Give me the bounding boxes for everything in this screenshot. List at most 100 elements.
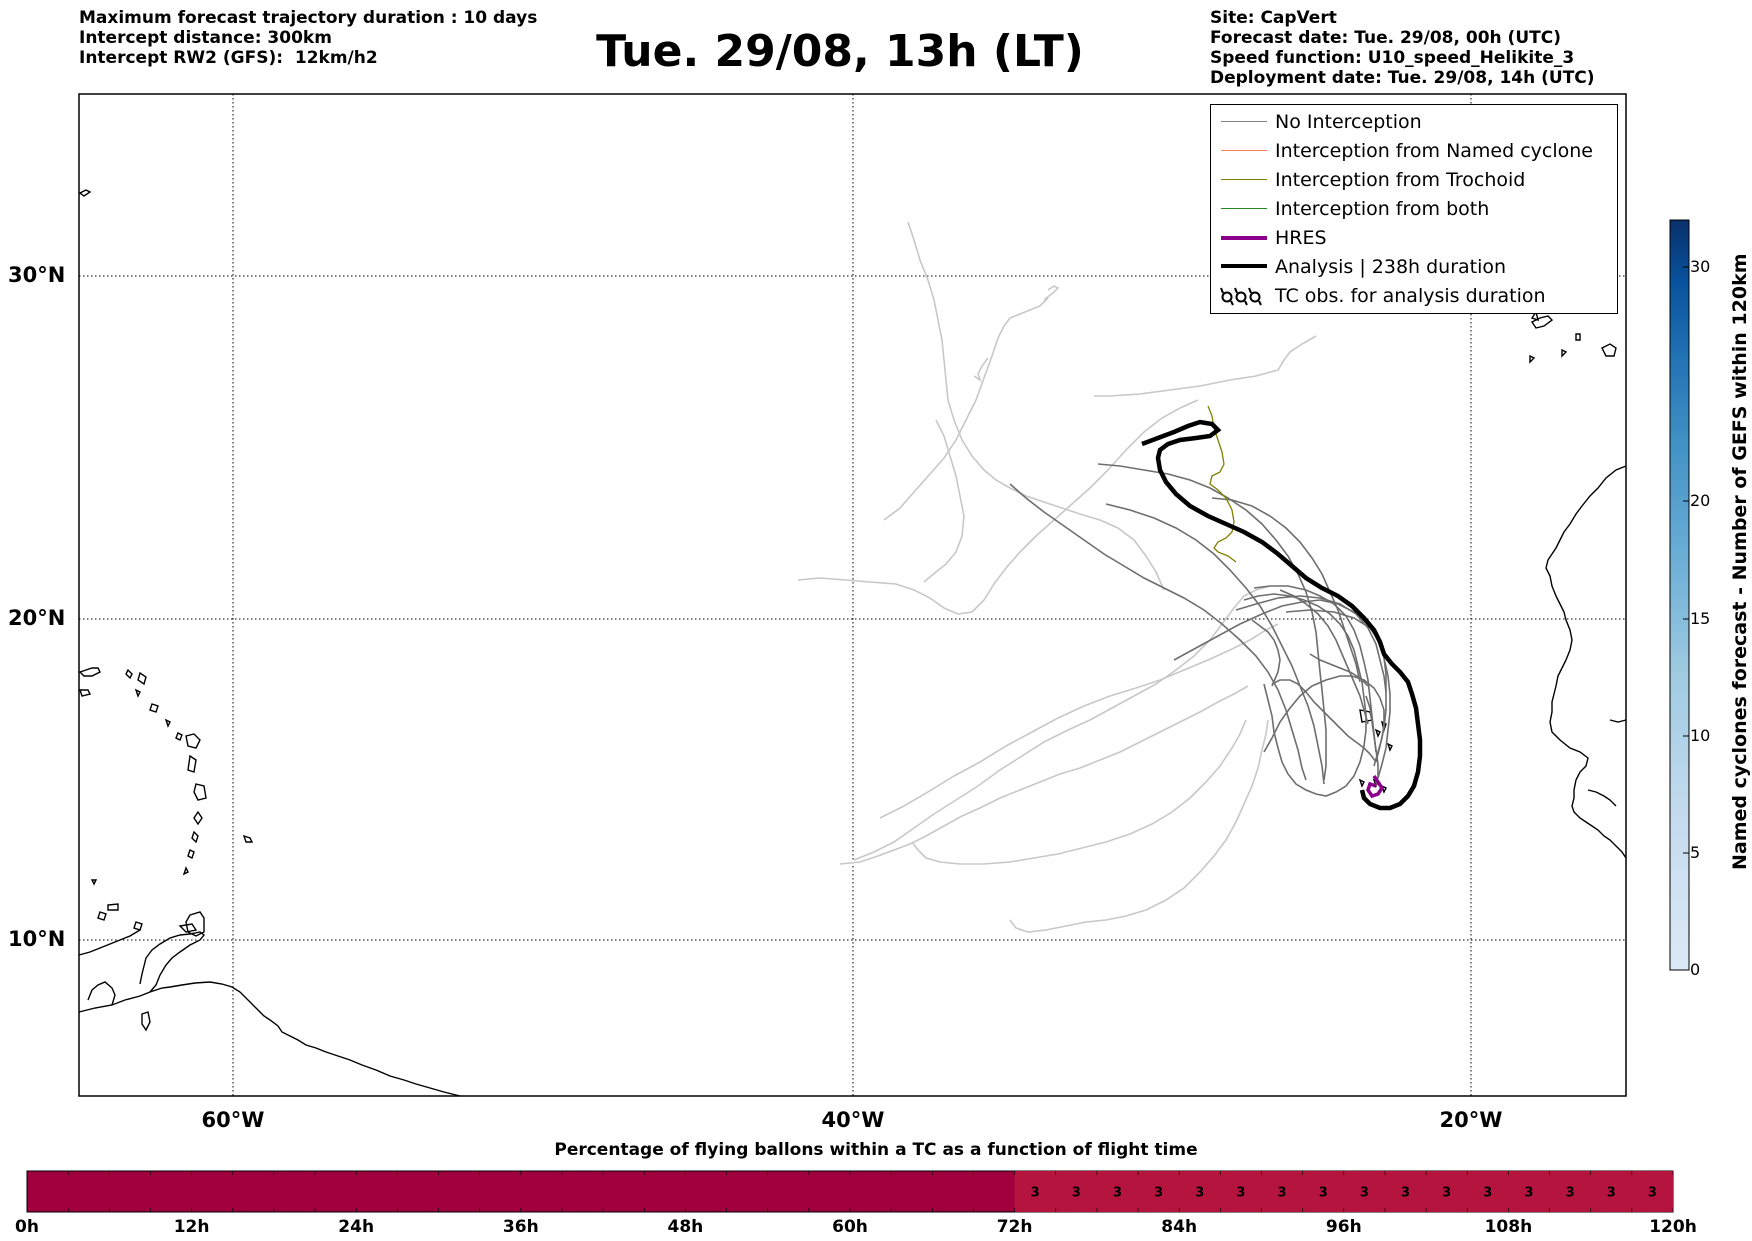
traj-light-6 xyxy=(973,357,989,382)
coast-africa-detail xyxy=(1609,719,1627,723)
flight-bar-cells: 3 3 3 3 3 3 3 3 3 3 3 3 3 3 3 3 xyxy=(1014,1171,1673,1212)
island-9 xyxy=(191,830,199,844)
lon-label-40w: 40°W xyxy=(821,1108,885,1132)
legend-label-analysis: Analysis | 238h duration xyxy=(1275,256,1507,278)
header-right-line-1: Site: CapVert xyxy=(1210,8,1337,28)
cb-tick-0: 0 xyxy=(1690,960,1701,979)
flight-bar-cell-value: 3 xyxy=(1031,1186,1040,1201)
island-4 xyxy=(185,733,201,749)
traj-light-4 xyxy=(1043,285,1060,301)
flight-bar-cell-value: 3 xyxy=(1401,1186,1410,1201)
traj-light-10 xyxy=(879,623,1279,819)
flight-bar-tick-label: 0h xyxy=(15,1217,39,1237)
legend-label-both: Interception from both xyxy=(1275,198,1490,220)
island-16 xyxy=(78,189,92,197)
flight-bar-cell-value: 3 xyxy=(1483,1186,1492,1201)
island-capeverde-5 xyxy=(1358,778,1365,788)
flight-bar-ticks xyxy=(26,1171,1674,1212)
colorbar-fill xyxy=(1669,219,1690,971)
island-18 xyxy=(134,688,141,698)
legend-item-named-cyclone: Interception from Named cyclone xyxy=(1211,137,1617,165)
flight-bar-tick-label: 108h xyxy=(1484,1217,1533,1237)
traj-light-5 xyxy=(923,419,965,583)
cb-tick-20: 20 xyxy=(1690,491,1711,510)
legend-swatch-trochoid xyxy=(1221,179,1267,180)
coastlines xyxy=(78,189,1627,1097)
header-right-line-2: Forecast date: Tue. 29/08, 00h (UTC) xyxy=(1210,28,1561,48)
flight-bar-cell-value: 3 xyxy=(1154,1186,1163,1201)
island-10 xyxy=(187,849,195,859)
flight-bar-title: Percentage of flying ballons within a TC… xyxy=(554,1140,1198,1160)
legend-label-no-interception: No Interception xyxy=(1275,111,1422,133)
island-14 xyxy=(107,903,119,911)
flight-bar-cell-value: 3 xyxy=(1236,1186,1245,1201)
island-13 xyxy=(178,923,198,933)
legend-label-tc-obs: TC obs. for analysis duration xyxy=(1275,285,1546,307)
cb-tick-5: 5 xyxy=(1690,843,1701,862)
legend-label-trochoid: Interception from Trochoid xyxy=(1275,169,1526,191)
coast-south-america xyxy=(78,981,461,1097)
legend-item-no-interception: No Interception xyxy=(1211,108,1617,136)
cyclone-symbols-icon xyxy=(1220,287,1262,306)
hres-trajectory xyxy=(1366,775,1385,799)
cb-tick-10: 10 xyxy=(1690,726,1711,745)
island-canary-4 xyxy=(1561,348,1568,358)
traj-light-2 xyxy=(1094,335,1317,397)
flight-bar-cell-value: 3 xyxy=(1360,1186,1369,1201)
colorbar-label: Named cyclones forecast - Number of GEFS… xyxy=(1729,253,1751,870)
legend-swatch-named-cyclone xyxy=(1221,150,1267,151)
traj-dark-8 xyxy=(1235,595,1387,693)
traj-dark-10 xyxy=(1253,585,1377,753)
island-17 xyxy=(125,668,133,680)
traj-dark-14 xyxy=(1309,653,1369,687)
coast-lake-maracaibo xyxy=(87,981,116,1006)
trajectories-light xyxy=(797,221,1317,933)
island-1 xyxy=(78,667,101,677)
flight-bar-cell-value: 3 xyxy=(1524,1186,1533,1201)
island-7 xyxy=(193,783,207,801)
flight-bar-tick-label: 48h xyxy=(667,1217,704,1237)
flight-bar-tick-label: 12h xyxy=(173,1217,210,1237)
island-5 xyxy=(175,732,183,741)
traj-dark-13 xyxy=(1251,619,1281,687)
legend-swatch-analysis xyxy=(1221,264,1267,268)
island-2 xyxy=(79,689,92,697)
flight-bar-cell-value: 3 xyxy=(1319,1186,1328,1201)
lon-label-60w: 60°W xyxy=(201,1108,265,1132)
flight-bar-cell-value: 3 xyxy=(1278,1186,1287,1201)
traj-dark-4 xyxy=(1243,593,1367,797)
lat-label-10: 10°N xyxy=(8,927,66,951)
island-canary-3 xyxy=(1575,333,1581,341)
flight-bar-tick-label: 72h xyxy=(996,1217,1033,1237)
traj-light-1 xyxy=(907,221,1165,591)
flight-bar-cell-value: 3 xyxy=(1072,1186,1081,1201)
traj-dark-3 xyxy=(1105,503,1325,785)
lat-label-20: 20°N xyxy=(8,606,66,630)
island-capeverde-4 xyxy=(1386,742,1393,752)
island-19 xyxy=(149,703,159,713)
legend-item-tc-obs: TC obs. for analysis duration xyxy=(1211,282,1617,310)
map-legend: No Interception Interception from Named … xyxy=(1210,104,1618,314)
island-22 xyxy=(97,911,107,921)
traj-trochoid-1 xyxy=(1207,405,1237,563)
legend-swatch-both xyxy=(1221,208,1267,209)
island-21 xyxy=(141,1011,151,1032)
traj-dark-1 xyxy=(1009,483,1307,781)
coast-trinidad xyxy=(185,911,205,937)
flight-time-bar: 3 3 3 3 3 3 3 3 3 3 3 3 3 3 3 3 xyxy=(26,1170,1674,1213)
island-capeverde-3 xyxy=(1374,728,1381,738)
island-23 xyxy=(133,921,143,931)
traj-dark-7 xyxy=(1285,609,1387,763)
flight-bar-cell-value: 3 xyxy=(1113,1186,1122,1201)
cb-tick-15: 15 xyxy=(1690,609,1711,628)
island-canary-2 xyxy=(1601,343,1617,357)
island-canary-5 xyxy=(1529,354,1536,364)
coast-africa xyxy=(1545,465,1627,859)
flight-bar-tick-label: 24h xyxy=(338,1217,375,1237)
colorbar xyxy=(1669,219,1690,971)
traj-light-12 xyxy=(1009,719,1269,933)
island-8 xyxy=(193,810,203,826)
flight-bar-cell-value: 3 xyxy=(1648,1186,1657,1201)
traj-light-3 xyxy=(883,297,1049,521)
island-canary-1 xyxy=(1530,315,1554,329)
